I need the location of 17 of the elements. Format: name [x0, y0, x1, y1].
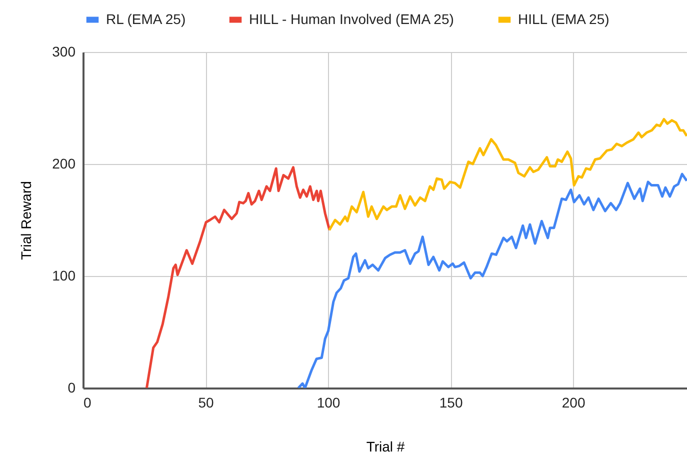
- line-series: [328, 118, 687, 232]
- line-series: [145, 166, 331, 388]
- x-tick-label: 0: [84, 394, 92, 410]
- y-axis-title: Trial Reward: [18, 181, 34, 260]
- legend-label: HILL (EMA 25): [518, 10, 610, 27]
- line-series: [297, 172, 687, 388]
- x-tick-label: 100: [316, 394, 340, 410]
- x-axis-title: Trial #: [366, 438, 405, 454]
- x-tick-label: 200: [562, 394, 586, 410]
- x-tick-label: 50: [198, 394, 214, 410]
- y-tick-label: 200: [52, 156, 76, 172]
- legend-label: HILL - Human Involved (EMA 25): [249, 10, 454, 27]
- y-tick-label: 300: [52, 44, 76, 60]
- legend-label: RL (EMA 25): [106, 10, 186, 27]
- x-tick-label: 150: [439, 394, 463, 410]
- y-tick-label: 0: [68, 380, 76, 396]
- y-tick-label: 100: [52, 268, 76, 284]
